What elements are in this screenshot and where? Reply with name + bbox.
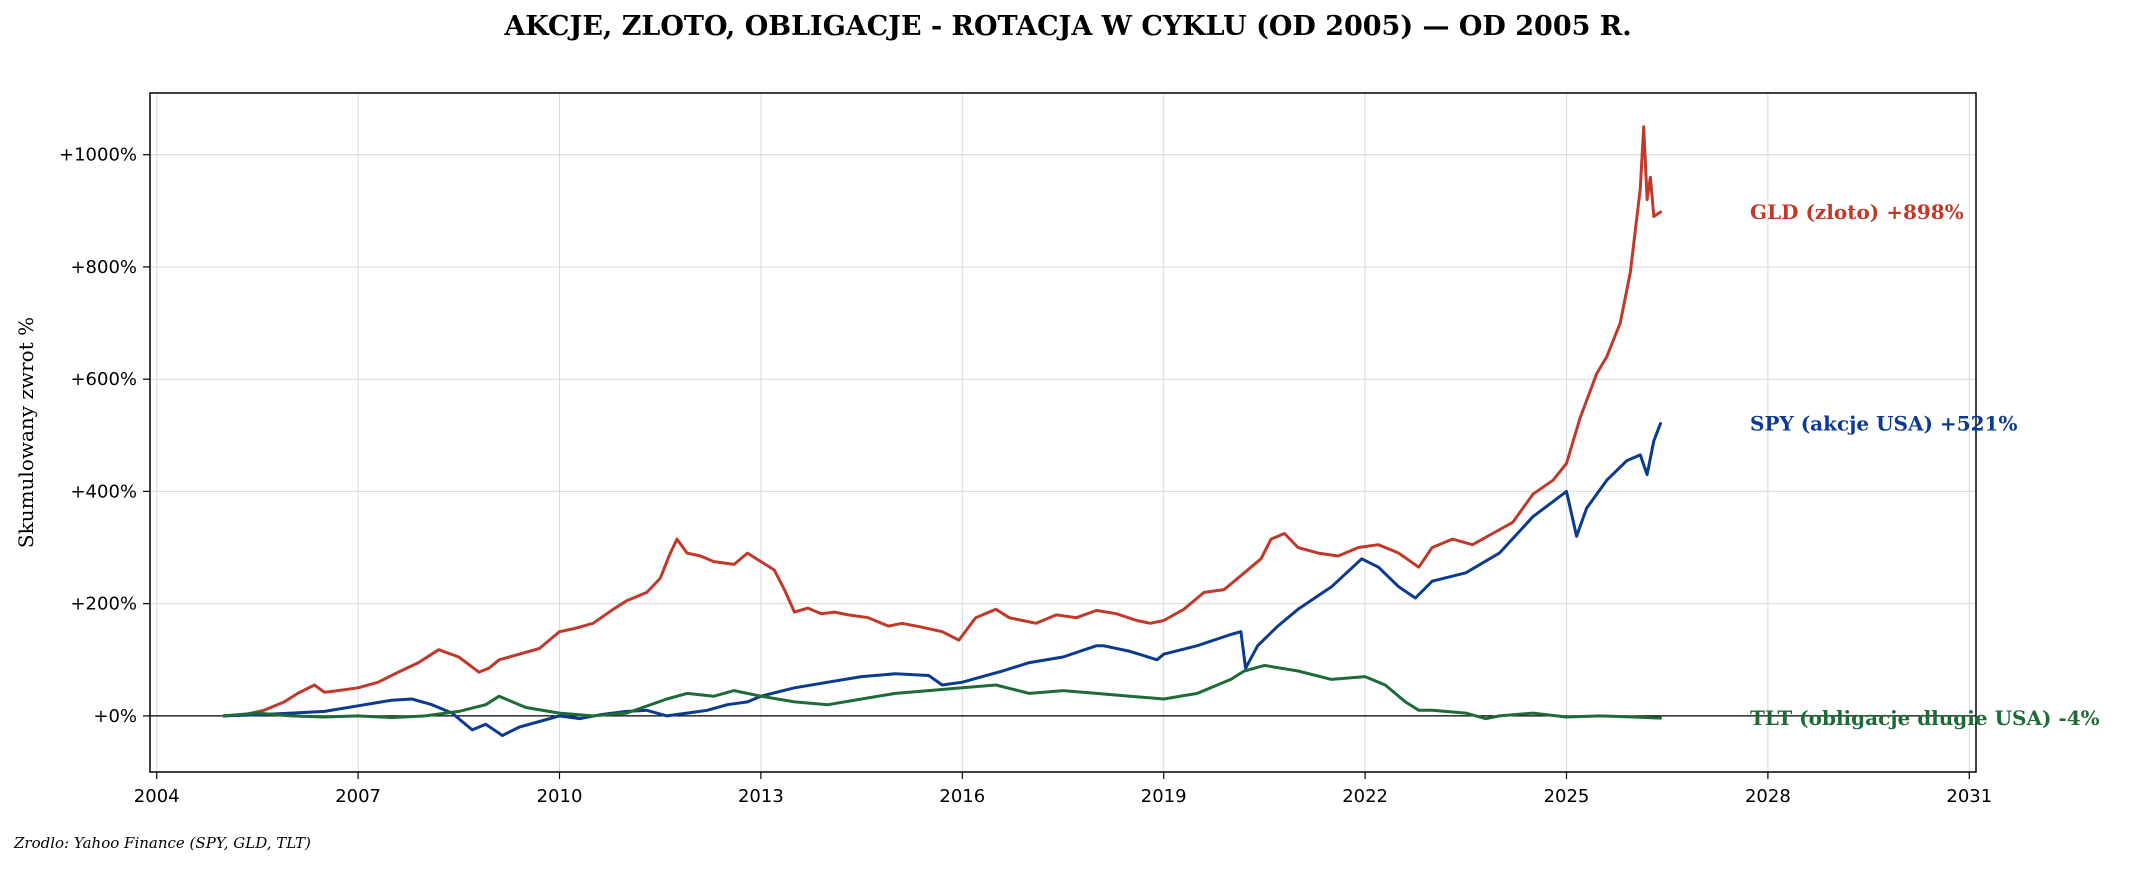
y-tick-label: +0% xyxy=(93,706,137,727)
x-tick-label: 2007 xyxy=(335,786,381,807)
y-tick-label: +400% xyxy=(70,481,137,502)
y-tick-label: +800% xyxy=(70,257,137,278)
series-end-label-tlt: TLT (obligacje dlugie USA) -4% xyxy=(1750,706,2100,730)
x-tick-label: 2013 xyxy=(738,786,784,807)
x-tick-label: 2016 xyxy=(939,786,985,807)
series-end-label-spy: SPY (akcje USA) +521% xyxy=(1750,412,2017,436)
series-line-tlt xyxy=(222,663,1662,721)
source-note: Zrodlo: Yahoo Finance (SPY, GLD, TLT) xyxy=(13,834,311,852)
series-end-label-gld: GLD (zloto) +898% xyxy=(1750,200,1964,224)
y-tick-label: +200% xyxy=(70,594,137,615)
x-tick-label: 2028 xyxy=(1745,786,1791,807)
plot-frame xyxy=(149,92,1977,773)
x-tick-label: 2031 xyxy=(1946,786,1992,807)
x-tick-label: 2022 xyxy=(1342,786,1388,807)
series-line-spy xyxy=(222,422,1662,737)
chart-title: AKCJE, ZLOTO, OBLIGACJE - ROTACJA W CYKL… xyxy=(503,11,1631,42)
labels-layer: GLD (zloto) +898% SPY (akcje USA) +521% TL… xyxy=(1750,200,2100,730)
axes-layer: 2004 2007 2010 2013 2016 2019 2022 2025 2028 2031… xyxy=(59,92,1992,807)
y-axis-label: Skumulowany zwrot % xyxy=(14,317,38,548)
grid-layer xyxy=(150,93,1976,772)
y-tick-label: +600% xyxy=(70,369,137,390)
x-tick-label: 2025 xyxy=(1544,786,1590,807)
y-tick-label: +1000% xyxy=(59,145,137,166)
series-line-gld xyxy=(222,125,1662,718)
x-tick-label: 2004 xyxy=(134,786,180,807)
x-tick-label: 2010 xyxy=(537,786,583,807)
x-tick-label: 2019 xyxy=(1141,786,1187,807)
series-layer xyxy=(222,125,1662,737)
